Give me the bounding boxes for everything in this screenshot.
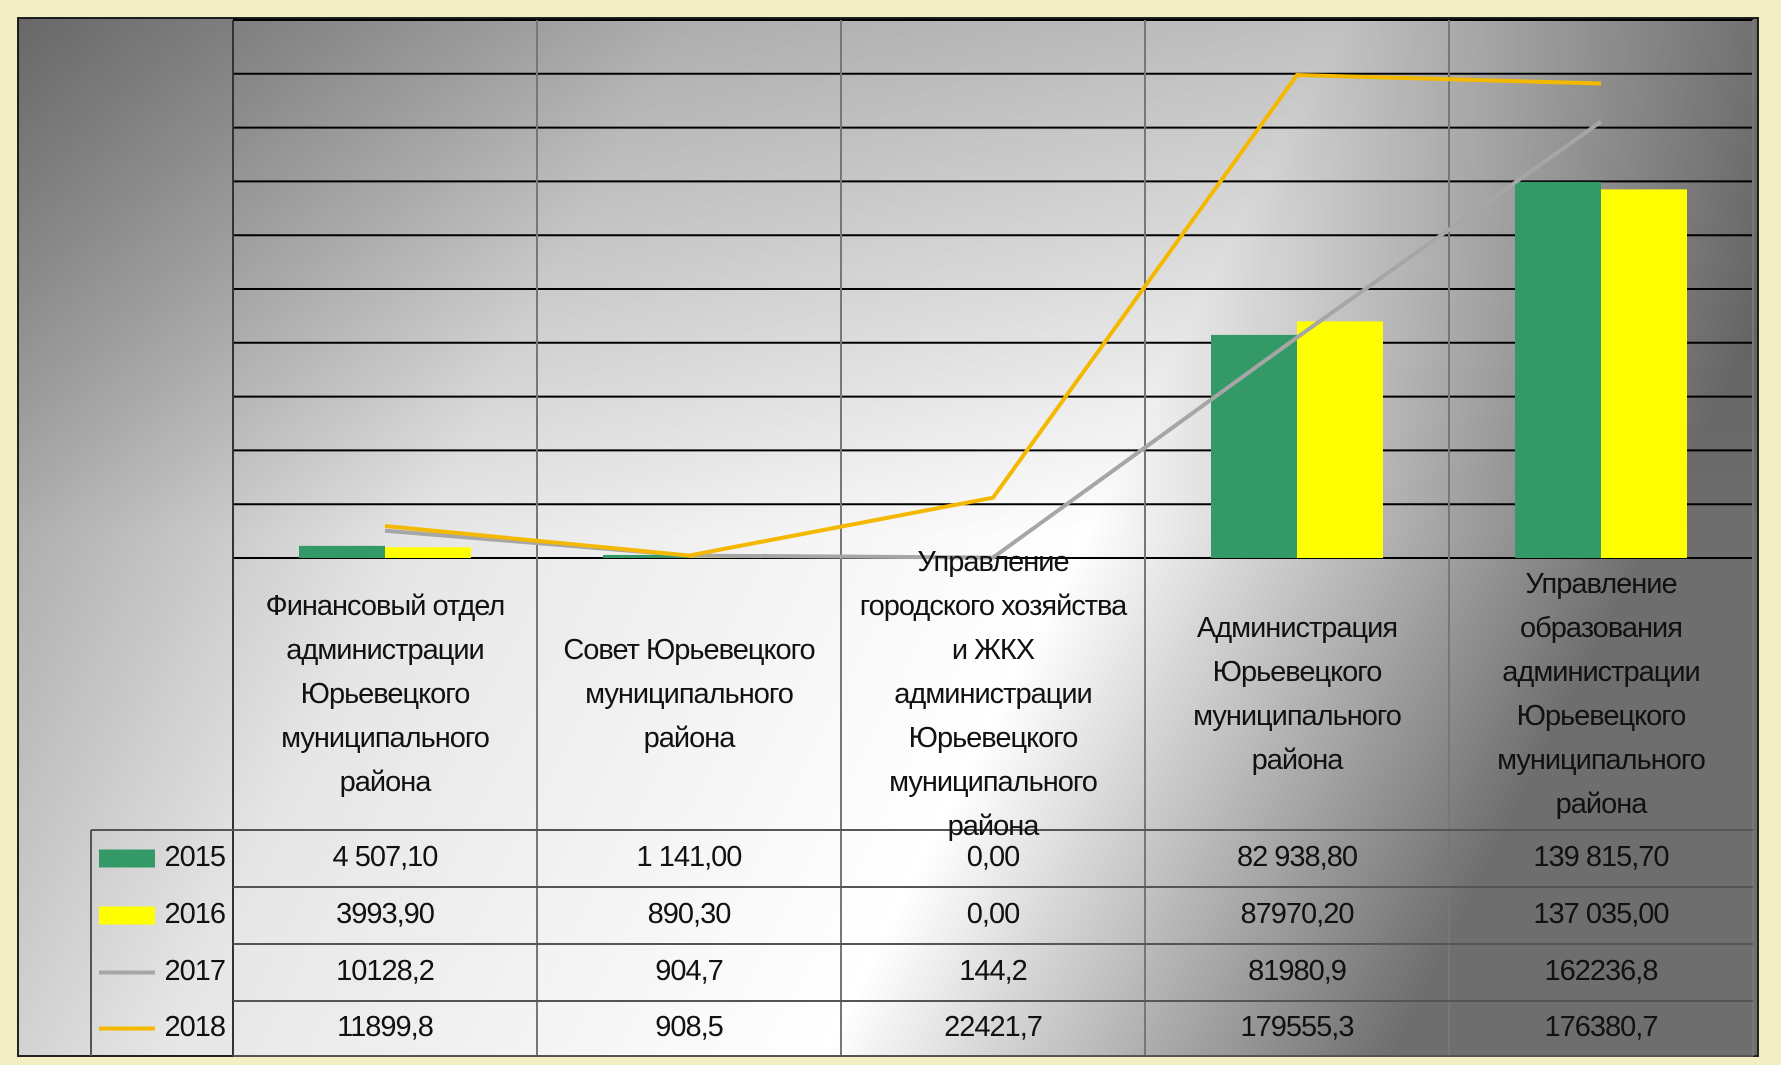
table-value: 87970,20 [1241,898,1354,930]
bar [603,554,689,558]
legend-label: 2015 [164,841,225,873]
table-value: 908,5 [655,1011,723,1043]
table-value: 176380,7 [1545,1011,1658,1043]
legend-swatch [99,849,155,868]
bar [1601,189,1687,558]
bar [385,547,471,558]
table-value: 22421,7 [944,1011,1042,1043]
bar [299,545,385,558]
legend-label: 2016 [164,898,225,930]
table-value: 137 035,00 [1533,898,1668,930]
table-value: 1 141,00 [637,841,742,873]
table-value: 904,7 [655,955,723,987]
table-value: 139 815,70 [1533,841,1668,873]
table-value: 81980,9 [1248,955,1346,987]
bar [1515,181,1601,559]
x-tick-label: Совет Юрьевецкого муниципального района [563,634,815,754]
bar [1297,321,1383,558]
table-value: 179555,3 [1241,1011,1354,1043]
table-value: 144,2 [959,955,1027,987]
table-value: 4 507,10 [333,841,438,873]
legend-swatch [99,906,155,925]
table-value: 3993,90 [336,898,434,930]
table-value: 10128,2 [336,955,434,987]
bar [1211,334,1297,558]
legend-label: 2018 [164,1011,225,1043]
x-tick-label: Администрация Юрьевецкого муниципального… [1193,612,1402,776]
x-tick-label: Финансовый отдел администрации Юрьевецко… [265,590,506,798]
table-value: 0,00 [967,841,1019,873]
x-tick-label: Управление образования администрации Юрь… [1497,568,1706,820]
table-value: 162236,8 [1545,955,1658,987]
table-value: 0,00 [967,898,1019,930]
table-value: 82 938,80 [1237,841,1357,873]
x-tick-label: Управление городского хозяйства и ЖКХ ад… [859,546,1128,842]
table-value: 890,30 [648,898,731,930]
legend-label: 2017 [164,955,225,987]
table-value: 11899,8 [337,1011,433,1043]
plot-shade [18,18,1758,1056]
line-series [384,72,1602,558]
